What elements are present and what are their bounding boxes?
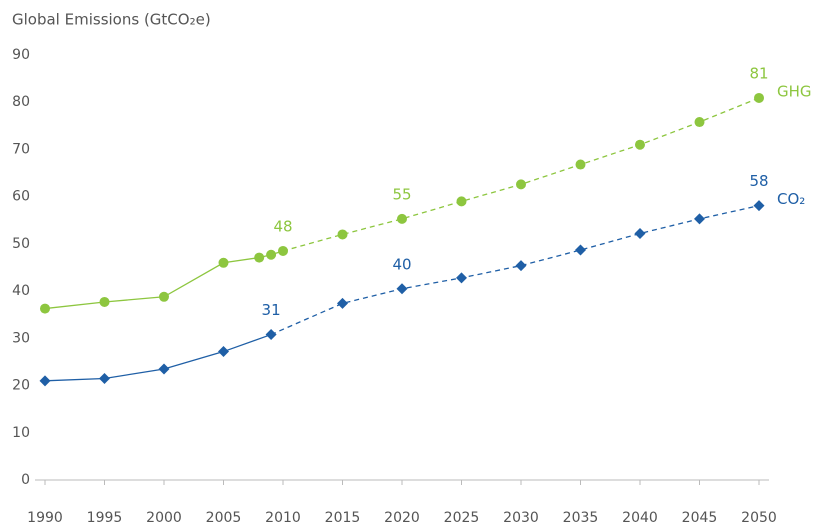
point [337,297,348,309]
x-tick-label: 2035 [563,510,599,525]
line-dashed [270,205,760,336]
data-label: 48 [273,217,292,235]
legend-label: CO₂ [777,190,805,208]
x-tick-label: 2050 [741,510,777,525]
point [158,363,170,375]
point [218,346,229,358]
y-tick-label: 30 [12,330,30,346]
point [635,139,645,150]
point [254,252,265,263]
point [40,303,50,314]
y-tick-label: 70 [12,141,30,157]
x-tick-label: 2010 [265,510,301,525]
y-tick-label: 60 [12,189,30,205]
x-tick-label: 2005 [206,510,242,525]
x-tick-label: 2020 [384,510,420,525]
x-tick-label: 1990 [27,510,63,525]
point [575,244,586,256]
y-tick-label: 80 [12,94,30,110]
point [753,200,765,212]
data-label: 58 [749,172,768,190]
point [99,296,110,307]
x-tick-label: 2025 [444,510,480,525]
line-dashed [282,97,760,252]
data-label: 31 [262,301,281,319]
y-tick-label: 10 [12,425,30,441]
point [265,329,277,341]
point [266,249,277,260]
x-tick-label: 2040 [622,510,658,525]
point [39,375,51,387]
data-label: 40 [392,255,411,273]
point [456,272,467,284]
y-tick-label: 50 [12,236,30,252]
line-solid [44,333,272,382]
legend-label: GHG [777,82,812,100]
point [516,179,526,190]
point [575,159,586,170]
point [337,229,348,240]
y-tick-label: 90 [12,47,30,63]
point [99,372,110,384]
x-tick-label: 2030 [503,510,539,525]
point [694,117,705,128]
x-tick-label: 2015 [325,510,361,525]
point [218,257,229,268]
x-tick-label: 2000 [146,510,182,525]
y-tick-label: 20 [12,378,30,394]
data-label: 55 [392,185,411,203]
point [694,213,705,225]
point [278,245,288,256]
chart-title: Global Emissions (GtCO₂e) [12,11,211,29]
point [515,260,527,272]
data-label: 81 [749,64,768,82]
point [397,213,407,224]
y-tick-label: 40 [12,283,30,299]
point [456,196,467,207]
x-tick-label: 2045 [682,510,718,525]
point [396,283,408,295]
y-tick-label: 0 [21,472,30,488]
point [754,92,764,103]
point [159,291,169,302]
point [634,228,646,239]
x-tick-label: 1995 [87,510,123,525]
